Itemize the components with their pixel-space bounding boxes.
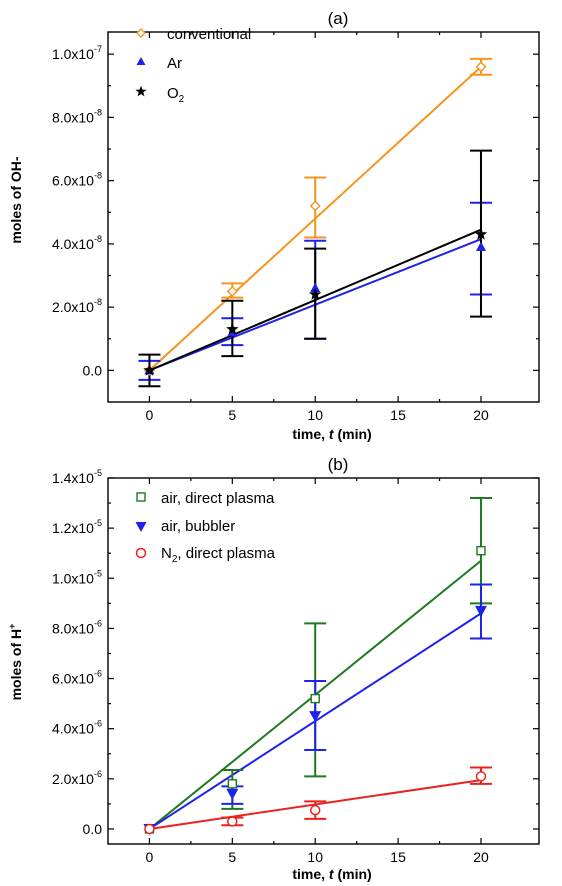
panel-a-legend: conventional Ar O2 [135,26,251,105]
legend-marker-ar [136,57,146,65]
panel-b-x-tick-labels: 0 5 10 15 20 [146,849,489,865]
x-tick-label: 20 [473,407,489,423]
panel-b-error-bars [221,497,492,827]
x-tick-label: 20 [473,849,489,865]
y-tick-label: 2.0x10-6 [52,769,102,787]
y-tick-label: 6.0x10-6 [52,669,102,687]
legend-label-n2-direct-plasma: N2, direct plasma [161,545,276,565]
panel-a-data-points [143,61,488,376]
legend-item-conventional: conventional [136,26,251,43]
data-point [226,788,239,800]
panel-a-ticks [108,32,539,402]
x-tick-label: 10 [307,407,323,423]
y-tick-label: 8.0x10-8 [52,107,102,125]
y-tick-label: 2.0x10-8 [52,297,102,315]
data-point [227,816,238,827]
panel-b-title: (b) [328,455,349,474]
data-point [226,285,238,297]
x-tick-label: 0 [146,849,154,865]
legend-label-air-bubbler: air, bubbler [161,518,235,535]
legend-item-ar: Ar [136,55,182,72]
panel-a-plot-frame [107,31,540,403]
y-tick-label: 1.4x10-5 [52,468,102,486]
panel-a-title: (a) [328,9,349,28]
y-tick-label: 1.2x10-5 [52,518,102,536]
panel-b-x-axis-label: time, t (min) [292,866,371,882]
data-point [475,771,487,782]
legend-marker-o2 [135,85,147,97]
panel-a-y-axis-label: moles of OH- [8,156,24,243]
legend-item-n2-direct-plasma: N2, direct plasma [135,545,276,565]
y-tick-label: 8.0x10-6 [52,618,102,636]
panel-b-ticks [108,477,539,844]
data-point [226,322,239,335]
y-tick-label: 4.0x10-8 [52,234,102,252]
data-point [227,779,238,789]
x-tick-label: 5 [228,849,236,865]
legend-label-o2: O2 [167,85,185,105]
data-point [309,804,321,816]
data-point [476,545,486,556]
legend-label-conventional: conventional [167,26,251,43]
data-point [309,288,322,300]
legend-marker-air-bubbler [135,522,147,532]
legend-marker-n2-direct-plasma [135,547,147,559]
data-point [474,605,487,617]
panel-b-plot-frame [107,477,540,845]
data-point [310,693,320,704]
panel-b-legend: air, direct plasma air, bubbler N2, dire… [135,490,276,565]
y-tick-label: 0.0 [83,821,103,837]
legend-item-air-bubbler: air, bubbler [135,518,235,535]
x-tick-label: 5 [228,407,236,423]
panel-b-y-axis-label: moles of H+ [7,624,24,701]
panel-a-y-tick-labels: 0.0 2.0x10-8 4.0x10-8 6.0x10-8 8.0x10-8 1.0x1… [52,44,102,378]
data-point [309,200,321,212]
data-point [475,61,487,73]
x-tick-label: 15 [390,407,406,423]
data-point [474,227,488,240]
y-tick-label: 0.0 [83,362,103,378]
y-tick-label: 6.0x10-8 [52,171,102,189]
panel-a: (a) 0 5 10 15 20 0.0 2.0x10-8 4.0x10-8 6.0x10-8… [8,9,540,442]
legend-label-air-direct-plasma: air, direct plasma [161,490,275,507]
panel-a-error-bars [138,57,492,388]
data-point [144,823,155,835]
data-point [309,711,322,723]
panel-b: (b) 0 5 10 15 20 0.0 2.0x10-6 4.0x10-6 6.0x10-6… [7,455,540,882]
legend-label-ar: Ar [167,55,182,72]
x-tick-label: 15 [390,849,406,865]
data-point [475,241,486,252]
legend-item-air-direct-plasma: air, direct plasma [136,490,275,507]
panel-a-x-axis-label: time, t (min) [292,426,371,442]
y-tick-label: 1.0x10-7 [52,44,102,62]
x-tick-label: 10 [307,849,323,865]
legend-marker-conventional [136,28,146,38]
x-tick-label: 0 [146,407,154,423]
legend-marker-air-direct-plasma [136,492,146,502]
panel-a-x-tick-labels: 0 5 10 15 20 [146,407,489,423]
y-tick-label: 1.0x10-5 [52,568,102,586]
panel-b-data-points [143,545,487,835]
data-point [310,282,321,293]
data-point [143,363,156,376]
y-tick-label: 4.0x10-6 [52,719,102,737]
legend-item-o2: O2 [135,85,185,105]
panel-b-y-tick-labels: 0.0 2.0x10-6 4.0x10-6 6.0x10-6 8.0x10-6 1.0x1… [52,468,102,837]
